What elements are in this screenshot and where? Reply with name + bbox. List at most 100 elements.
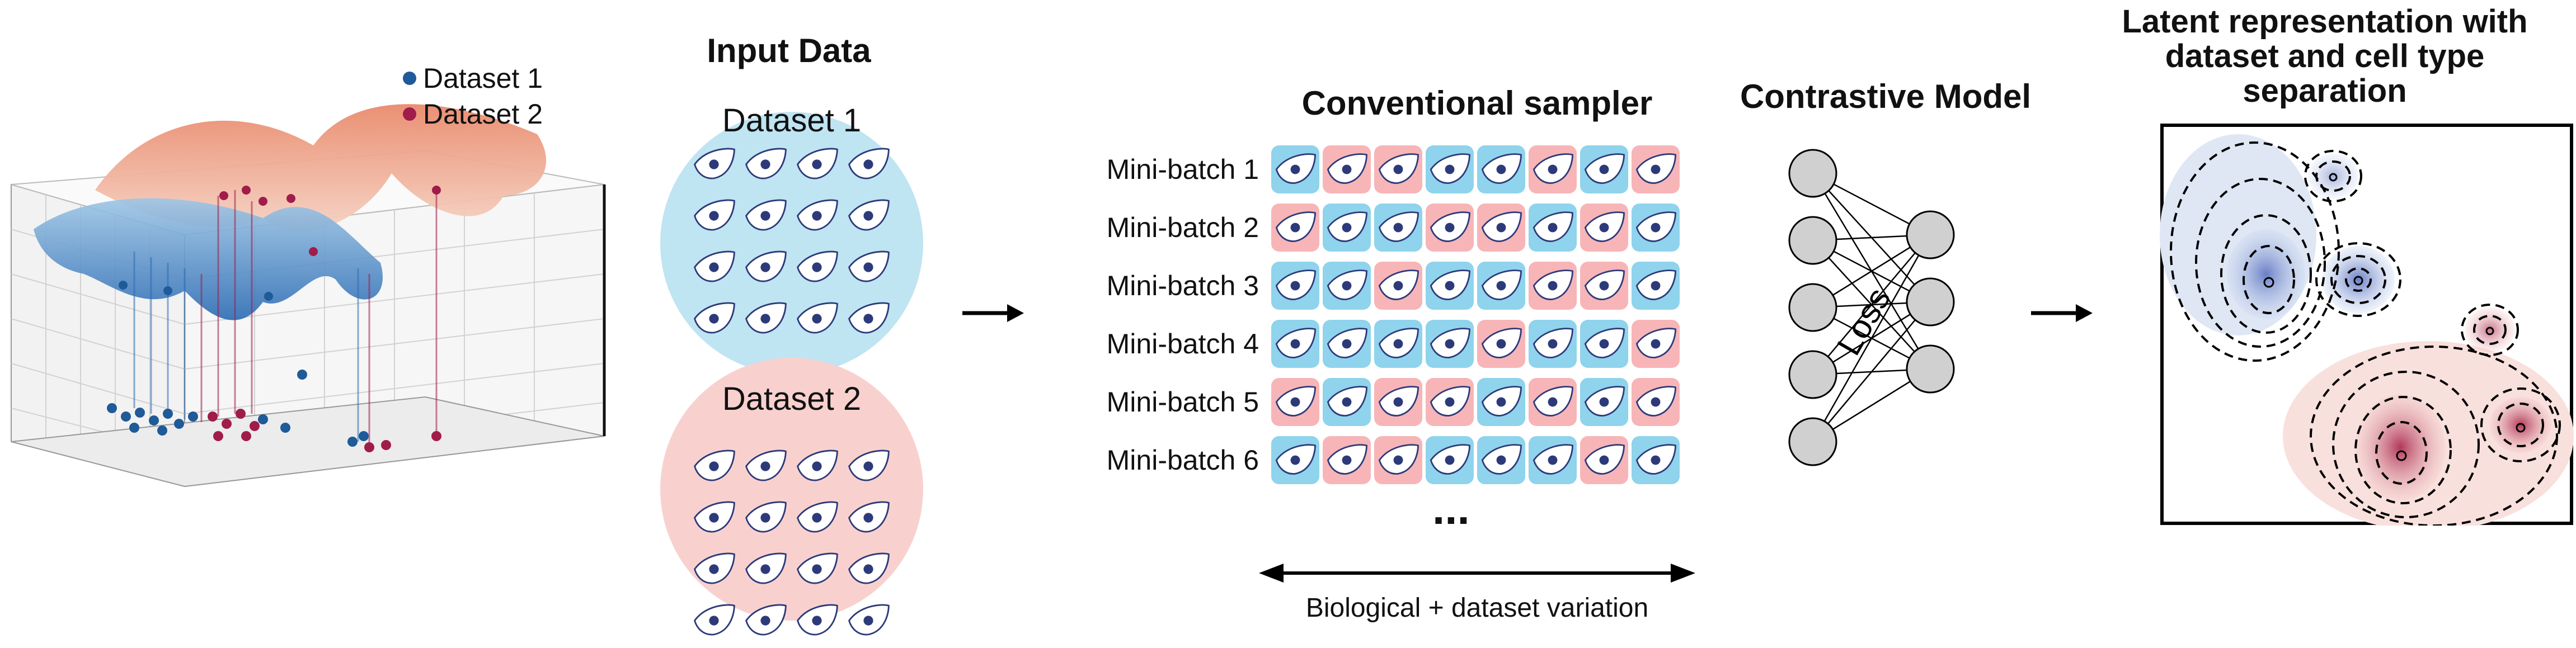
model-title: Contrastive Model [1740, 78, 2032, 115]
dataset1-cell-icon [689, 140, 741, 191]
dataset1-sample-tile [1632, 262, 1680, 310]
dataset1-cell-icon [792, 294, 844, 346]
dataset1-sample-tile [1323, 320, 1371, 368]
dataset2-cell-icon [741, 596, 792, 647]
legend-item-dataset1: Dataset 1 [403, 60, 543, 96]
dataset1-sample-tile [1271, 262, 1319, 310]
dataset2-sample-tile [1580, 262, 1628, 310]
dataset2-sample-tile [1323, 145, 1371, 193]
minibatch-row [1271, 145, 1680, 193]
dataset1-sample-tile [1271, 320, 1319, 368]
dataset2-cell-icon [844, 545, 895, 596]
input-data-title: Input Data [707, 32, 871, 69]
legend-dot-dataset1 [403, 72, 416, 85]
minibatch-label: Mini-batch 6 [1106, 444, 1259, 476]
minibatch-label: Mini-batch 1 [1106, 154, 1259, 185]
dataset1-cell-grid [689, 140, 895, 346]
dataset1-sample-tile [1477, 145, 1525, 193]
dataset1-sample-tile [1271, 436, 1319, 484]
dataset2-sample-tile [1426, 204, 1474, 252]
dataset1-sample-tile [1477, 436, 1525, 484]
dataset2-sample-tile [1477, 320, 1525, 368]
dataset1-cell-icon [741, 294, 792, 346]
dataset1-sample-tile [1426, 145, 1474, 193]
sampler-ellipsis: ... [1432, 484, 1470, 533]
dataset1-sample-tile [1580, 378, 1628, 426]
latent-title-line-3: separation [2243, 73, 2407, 109]
dataset2-sample-tile [1580, 204, 1628, 252]
dataset2-sample-tile [1529, 145, 1577, 193]
legend: Dataset 1 Dataset 2 [403, 60, 543, 132]
dataset1-sample-tile [1271, 145, 1319, 193]
dataset2-sample-tile [1271, 204, 1319, 252]
dataset1-sample-tile [1529, 320, 1577, 368]
landscape-3d-plot [11, 104, 606, 488]
dataset2-cell-icon [741, 493, 792, 545]
dataset1-cell-icon [844, 191, 895, 243]
dataset1-sample-tile [1477, 262, 1525, 310]
double-arrow-icon [1259, 564, 1695, 583]
dataset2-cell-icon [689, 442, 741, 493]
dataset2-cell-icon [689, 493, 741, 545]
dataset1-sample-tile [1477, 378, 1525, 426]
dataset1-cell-icon [792, 140, 844, 191]
dataset2-cell-icon [844, 493, 895, 545]
dataset1-sample-tile [1426, 320, 1474, 368]
dataset1-sample-tile [1426, 262, 1474, 310]
dataset2-cell-icon [741, 545, 792, 596]
dataset2-sample-tile [1529, 378, 1577, 426]
dataset2-sample-tile [1374, 436, 1422, 484]
dataset1-sample-tile [1580, 145, 1628, 193]
dataset2-cell-icon [689, 596, 741, 647]
dataset2-cell-icon [689, 545, 741, 596]
dataset2-sample-tile [1632, 378, 1680, 426]
dataset2-cell-grid [689, 442, 895, 647]
dataset1-cell-icon [689, 191, 741, 243]
legend-label-dataset1: Dataset 1 [423, 63, 543, 94]
dataset2-sample-tile [1580, 436, 1628, 484]
dataset1-cell-icon [844, 243, 895, 294]
dataset2-sample-tile [1632, 145, 1680, 193]
latent-title-line-1: Latent representation with [2122, 3, 2528, 40]
minibatch-row [1271, 204, 1680, 252]
dataset2-cell-icon [741, 442, 792, 493]
dataset1-label: Dataset 1 [722, 102, 862, 139]
neural-network-diagram: Loss [1788, 149, 1955, 466]
legend-dot-dataset2 [403, 107, 416, 121]
dataset1-sample-tile [1323, 262, 1371, 310]
minibatch-label: Mini-batch 3 [1106, 270, 1259, 301]
dataset1-cell-icon [844, 140, 895, 191]
dataset2-sample-tile [1374, 262, 1422, 310]
variation-axis-label: Biological + dataset variation [1305, 593, 1649, 623]
arrow-right-icon [962, 304, 1024, 322]
dataset2-cell-icon [792, 442, 844, 493]
dataset2-sample-tile [1271, 378, 1319, 426]
dataset1-cell-icon [741, 140, 792, 191]
minibatch-label: Mini-batch 5 [1106, 386, 1259, 418]
dataset2-cell-icon [792, 493, 844, 545]
dataset1-sample-tile [1580, 320, 1628, 368]
dataset1-cell-icon [689, 243, 741, 294]
sampler-title: Conventional sampler [1301, 84, 1653, 122]
dataset2-sample-tile [1529, 262, 1577, 310]
dataset2-sample-tile [1374, 145, 1422, 193]
arrow-right-icon-2 [2031, 304, 2093, 322]
dataset1-cell-icon [741, 191, 792, 243]
dataset2-cell-icon [792, 545, 844, 596]
dataset1-sample-tile [1323, 378, 1371, 426]
dataset2-sample-tile [1374, 378, 1422, 426]
legend-item-dataset2: Dataset 2 [403, 96, 543, 132]
dataset1-sample-tile [1632, 204, 1680, 252]
dataset2-sample-tile [1477, 204, 1525, 252]
dataset1-cell-icon [792, 191, 844, 243]
dataset2-label: Dataset 2 [722, 381, 862, 417]
latent-title-line-2: dataset and cell type [2165, 38, 2485, 74]
dataset1-cell-icon [792, 243, 844, 294]
dataset1-sample-tile [1529, 436, 1577, 484]
dataset1-sample-tile [1426, 436, 1474, 484]
minibatch-row [1271, 320, 1680, 368]
latent-title: Latent representation with dataset and c… [2093, 4, 2557, 108]
dataset1-sample-tile [1374, 204, 1422, 252]
minibatch-row [1271, 436, 1680, 484]
dataset1-sample-tile [1529, 204, 1577, 252]
